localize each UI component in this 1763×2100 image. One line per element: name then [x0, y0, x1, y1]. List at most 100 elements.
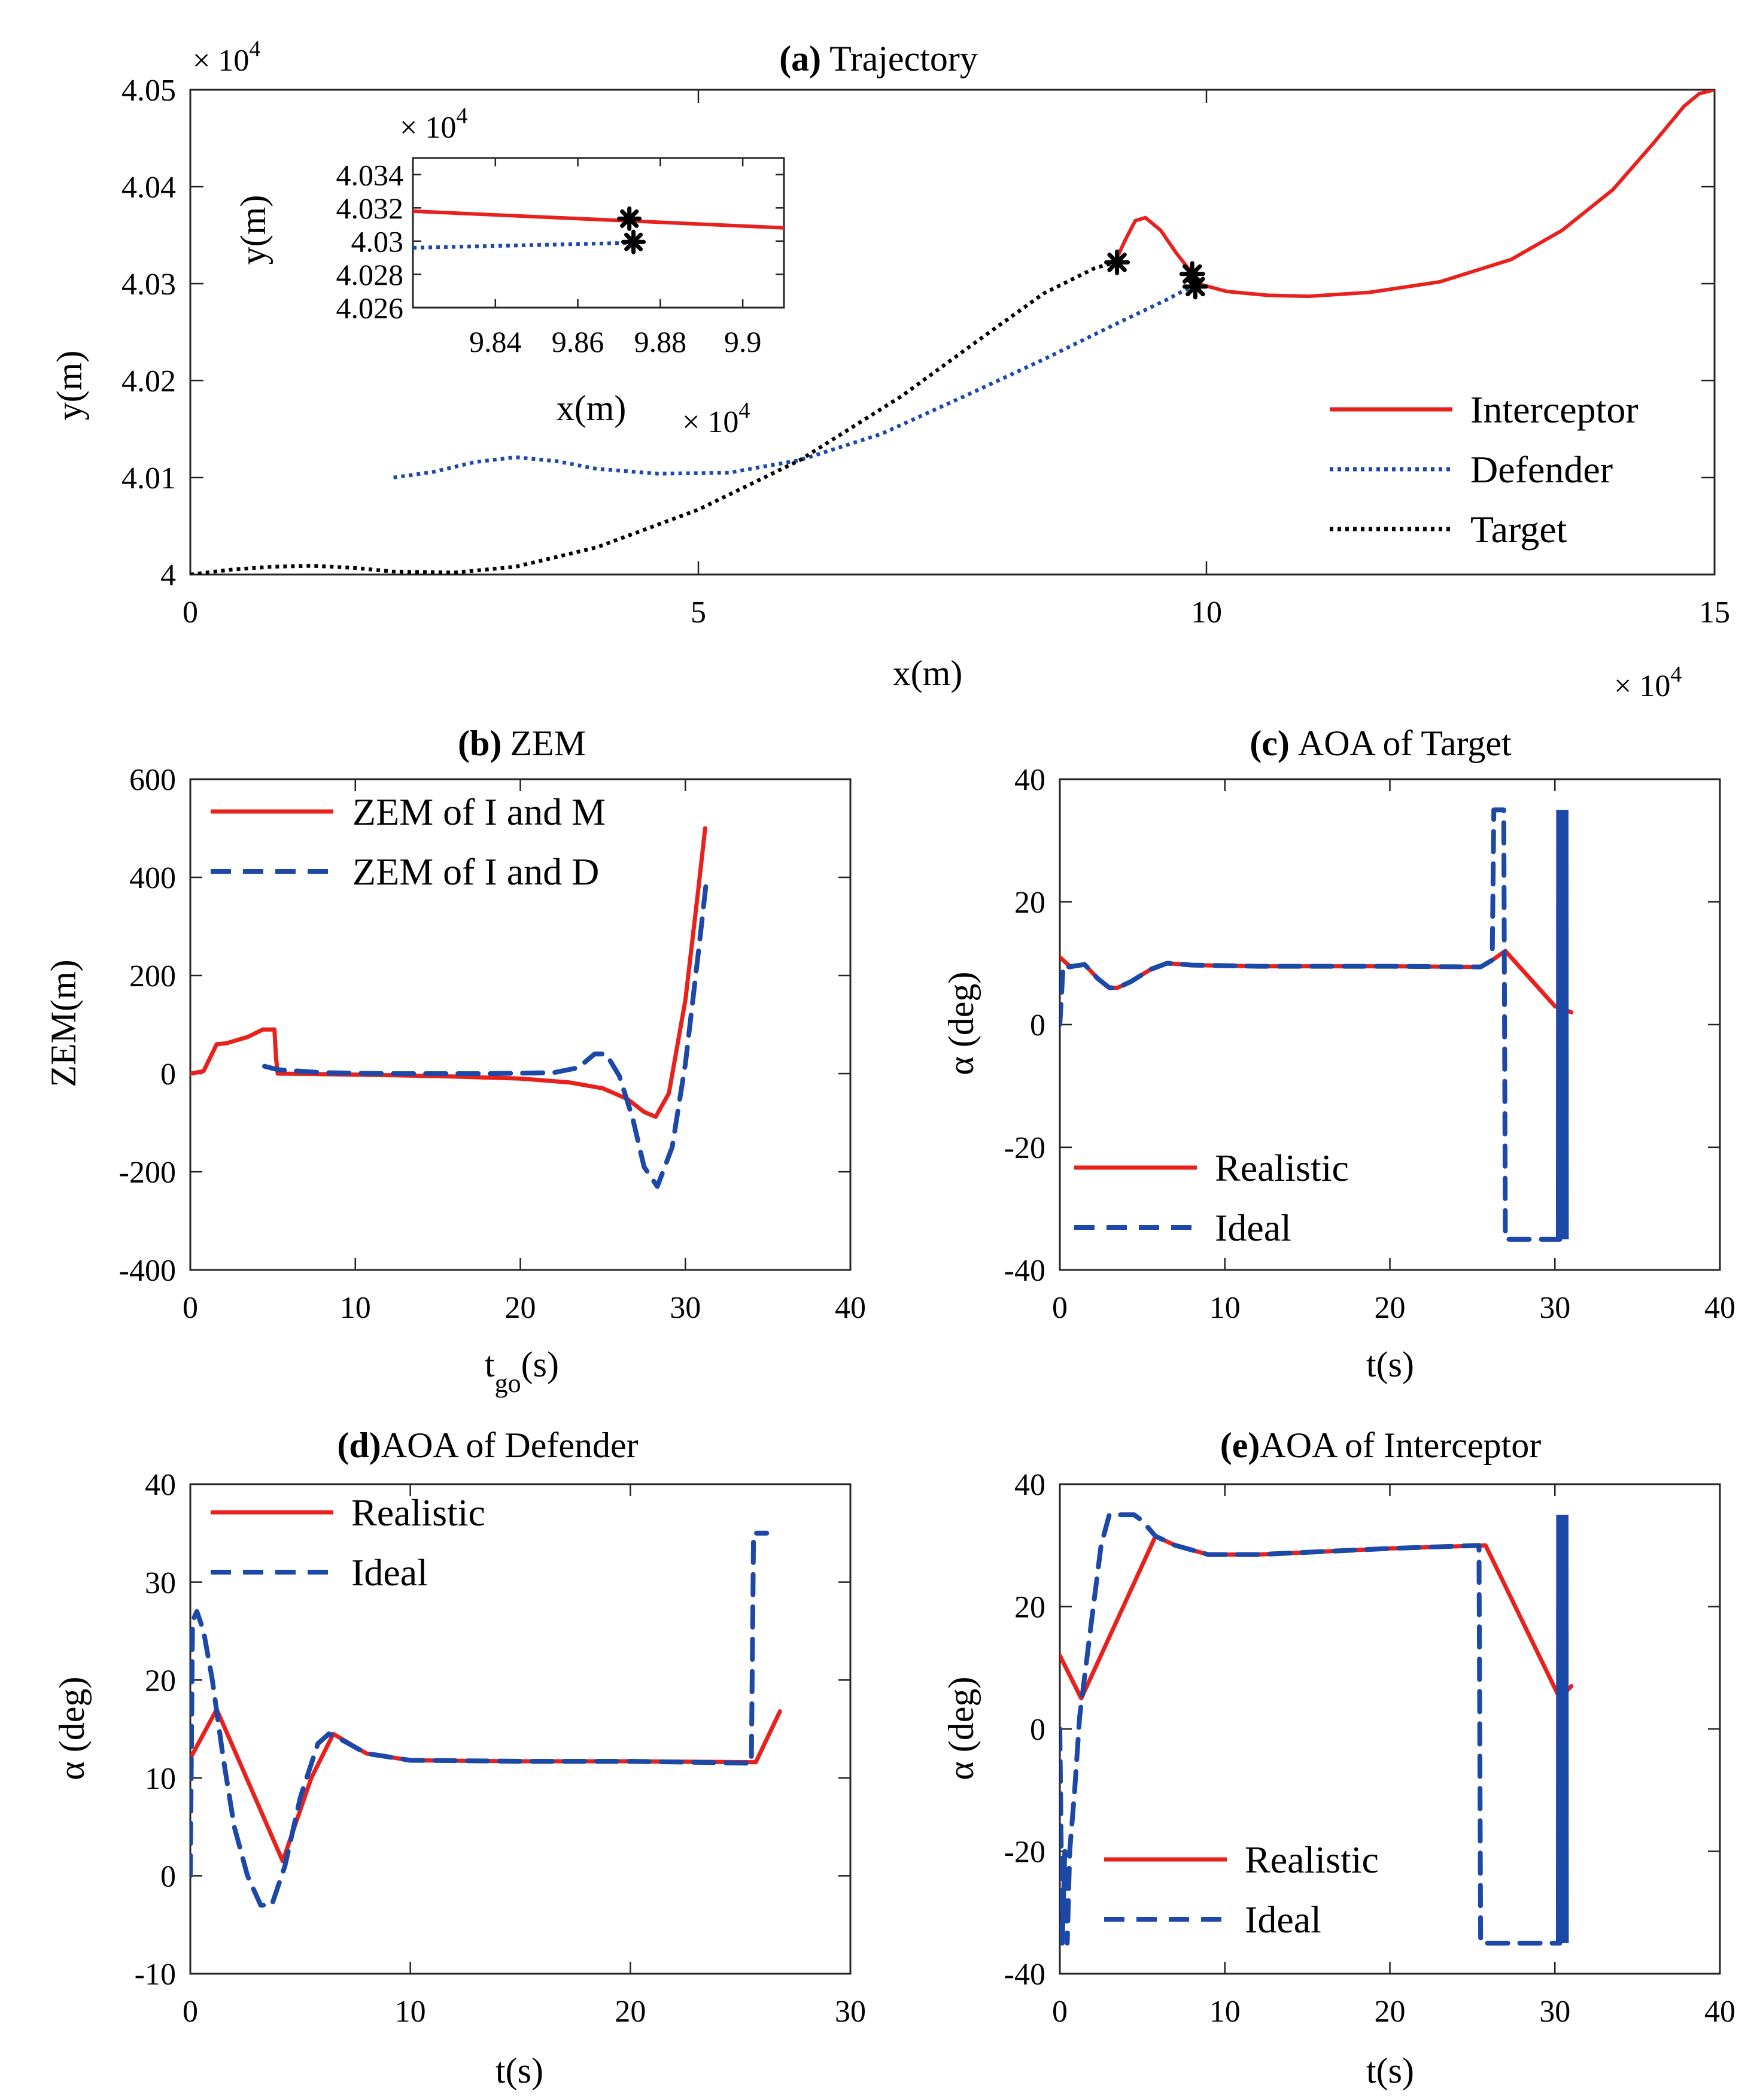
- panel-a-series-target: [190, 260, 1116, 575]
- panel-a-marker-0-stroke: [1107, 253, 1127, 272]
- panel-e-xtick-label: 30: [1539, 1995, 1570, 2029]
- inset-y-multiplier: × 104: [400, 104, 467, 145]
- panel-b-series-zem-of-i-and-m: [190, 826, 707, 1119]
- panel-b-ytick-label: 200: [129, 959, 176, 993]
- panel-e-title: (e)AOA of Interceptor: [1220, 1426, 1541, 1465]
- inset-plot-background: [413, 158, 784, 308]
- panel-a-trajectory: (a) Trajectory × 104 × 104 x(m) y(m) 0 5 10…: [50, 37, 1730, 703]
- panel-c-ytick-label: -40: [1004, 1254, 1045, 1288]
- inset-ytick-label: 4.026: [336, 291, 404, 325]
- panel-c-aoa-target: (c) AOA of Target t(s) α (deg) 0 10 20 30 40 -…: [941, 724, 1735, 1384]
- inset-xtick-label: 9.86: [552, 325, 604, 358]
- panel-c-xtick-label: 30: [1539, 1291, 1570, 1325]
- panel-b-ytick-label: -200: [119, 1156, 176, 1190]
- inset-xtick-label: 9.88: [634, 325, 687, 358]
- panel-e-ylabel: α (deg): [941, 1676, 981, 1780]
- panel-a-legend-label-interceptor: Interceptor: [1470, 388, 1639, 431]
- panel-c-series-ideal: [1060, 807, 1563, 1242]
- panel-d-ytick-label: 20: [145, 1664, 176, 1698]
- panel-d-xlabel: t(s): [496, 2051, 543, 2090]
- panel-c-series-group: [1060, 807, 1574, 1242]
- inset-xlabel: x(m): [557, 388, 627, 428]
- panel-d-title: (d)AOA of Defender: [337, 1426, 638, 1465]
- panel-a-ylabel: y(m): [50, 351, 89, 421]
- panel-e-xlabel: t(s): [1366, 2051, 1414, 2090]
- panel-c-ytick-label: -20: [1004, 1131, 1045, 1165]
- panel-e-ytick-label: -40: [1004, 1958, 1045, 1992]
- panel-d-aoa-defender: (d)AOA of Defender t(s) α (deg) 0 10 20 30 -…: [52, 1426, 866, 2090]
- inset-series-group: [413, 206, 784, 254]
- panel-a-marker-2: [1182, 273, 1208, 300]
- inset-ytick-label: 4.028: [336, 258, 404, 291]
- panel-a-legend-label-defender: Defender: [1470, 448, 1613, 491]
- panel-d-ytick-label: 0: [160, 1860, 176, 1894]
- panel-a-legend: Interceptor Defender Target: [1330, 388, 1639, 551]
- panel-a-xlabel: x(m): [893, 654, 963, 693]
- panel-a-title: (a) Trajectory: [779, 39, 978, 78]
- panel-b-series-group: [190, 826, 710, 1189]
- panel-d-series-realistic: [190, 1707, 782, 1864]
- panel-b-zem: (b) ZEM tgo(s) ZEM(m) 0 10 20 30 40 -400 -200 0 2…: [44, 724, 866, 1398]
- panel-d-legend-label-ideal: Ideal: [351, 1551, 428, 1594]
- panel-b-title: (b) ZEM: [458, 724, 586, 763]
- panel-d-xtick-label: 0: [183, 1995, 198, 2029]
- panel-e-xtick-label: 10: [1209, 1995, 1241, 2029]
- panel-a-legend-label-target: Target: [1470, 508, 1567, 551]
- panel-e-xtick-label: 0: [1052, 1995, 1068, 2029]
- panel-c-legend: Realistic Ideal: [1074, 1147, 1349, 1249]
- panel-d-series-ideal: [190, 1530, 770, 1908]
- panel-a-xtick-label: 0: [183, 595, 198, 630]
- panel-b-xtick-label: 40: [835, 1291, 866, 1325]
- inset-ylabel: y(m): [233, 195, 273, 265]
- panel-e-series-group: [1060, 1512, 1574, 1946]
- panel-c-ylabel: α (deg): [941, 971, 981, 1075]
- panel-c-xtick-label: 20: [1375, 1291, 1406, 1325]
- panel-e-legend-label-realistic: Realistic: [1245, 1838, 1379, 1881]
- panel-a-axes-frame: [189, 89, 1716, 576]
- panel-a-series-interceptor: [1113, 90, 1715, 299]
- inset-x-multiplier: × 104: [682, 398, 750, 439]
- panel-e-ideal-oscillation: [1555, 1515, 1569, 1943]
- panel-e-ytick-label: 20: [1014, 1591, 1045, 1625]
- panel-a-ytick-label: 4.02: [121, 364, 176, 399]
- panel-c-ytick-label: 0: [1030, 1008, 1045, 1043]
- panel-c-legend-label-realistic: Realistic: [1215, 1147, 1349, 1189]
- panel-e-ytick-label: -20: [1004, 1835, 1045, 1870]
- panel-e-legend-label-ideal: Ideal: [1245, 1898, 1321, 1941]
- panel-a-inset: × 104 × 104 x(m) y(m) 9.84 9.86 9.88 9.9 4.0…: [233, 104, 785, 439]
- panel-a-ytick-label: 4.05: [121, 74, 176, 108]
- panel-b-xtick-label: 20: [505, 1291, 536, 1325]
- inset-xtick-label: 9.84: [469, 325, 522, 358]
- panel-c-axes-frame: [1059, 778, 1721, 1271]
- panel-a-series-group: [190, 90, 1715, 575]
- panel-d-ytick-label: -10: [135, 1958, 176, 1992]
- panel-d-ytick-label: 40: [145, 1468, 176, 1502]
- panel-b-xtick-label: 30: [670, 1291, 701, 1325]
- inset-marker-0: [617, 206, 642, 231]
- inset-series-defender: [413, 241, 634, 250]
- panel-b-legend-label-zem-of-i-and-m: ZEM of I and M: [352, 791, 606, 833]
- panel-d-ytick-label: 10: [145, 1762, 176, 1796]
- panel-a-x-multiplier: × 104: [1614, 662, 1682, 703]
- panel-b-ytick-label: 0: [160, 1057, 176, 1092]
- inset-marker-1: [621, 229, 646, 254]
- panel-d-legend-label-realistic: Realistic: [351, 1491, 485, 1534]
- panel-c-ytick-label: 40: [1014, 763, 1045, 797]
- panel-e-series-realistic: [1060, 1534, 1574, 1701]
- panel-e-ytick-label: 40: [1014, 1468, 1045, 1502]
- panel-b-legend: ZEM of I and M ZEM of I and D: [211, 791, 606, 893]
- inset-xtick-label: 9.9: [724, 325, 762, 358]
- panel-d-xtick-label: 20: [615, 1995, 646, 2029]
- panel-a-xtick-label: 10: [1191, 595, 1222, 630]
- panel-d-series-group: [190, 1530, 782, 1908]
- panel-b-xtick-label: 10: [340, 1291, 371, 1325]
- panel-d-xtick-label: 30: [835, 1995, 866, 2029]
- panel-c-legend-label-ideal: Ideal: [1215, 1206, 1291, 1249]
- panel-e-xtick-label: 20: [1375, 1995, 1406, 2029]
- panel-b-xtick-label: 0: [183, 1291, 198, 1325]
- inset-marker-1-stroke: [624, 232, 643, 251]
- panel-b-series-zem-of-i-and-d: [262, 874, 710, 1189]
- panel-c-xtick-label: 10: [1209, 1291, 1241, 1325]
- panel-b-xlabel: tgo(s): [485, 1345, 559, 1398]
